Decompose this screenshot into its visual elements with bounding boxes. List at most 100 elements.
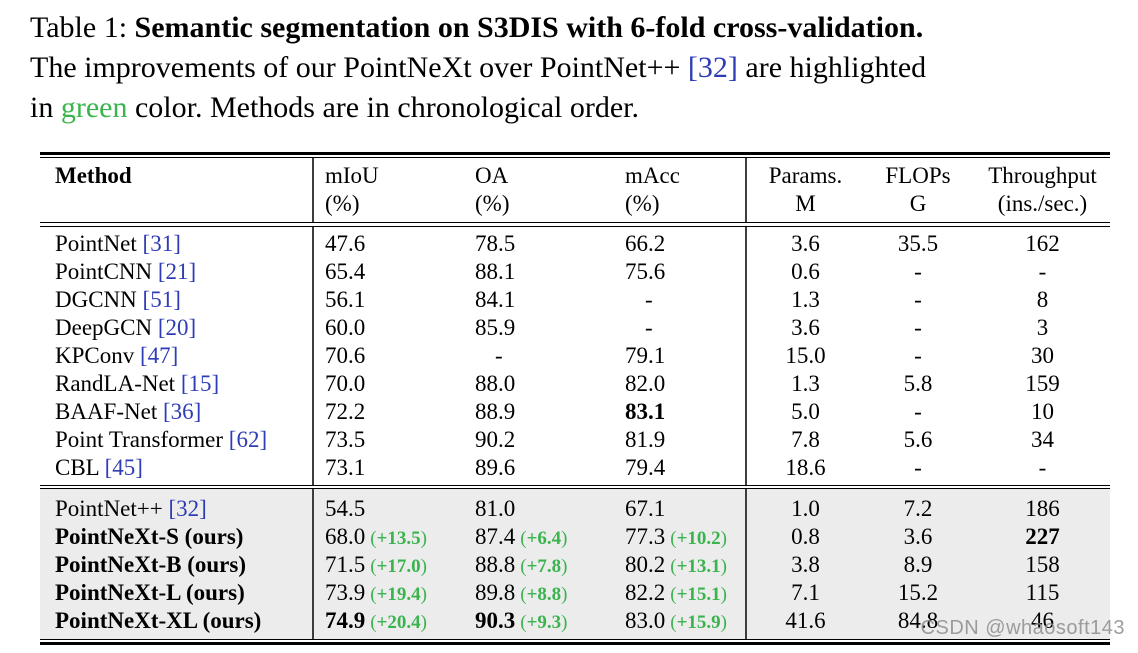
- metric-value: -: [1038, 454, 1047, 480]
- cell-macc: 82.2 (+15.1): [625, 579, 743, 607]
- citation-ref: [31]: [142, 230, 181, 256]
- method-name: PointNeXt-S (ours): [55, 524, 244, 549]
- citation-ref: [36]: [162, 398, 202, 424]
- metric-value: 84.1: [475, 286, 516, 312]
- improvement-delta: (+13.1): [670, 556, 727, 577]
- cell-flops: -: [868, 398, 968, 426]
- cell-method: PointNeXt-L (ours): [55, 579, 310, 607]
- metric-value: 88.0: [475, 370, 516, 396]
- cell-miou: 72.2: [325, 398, 465, 426]
- cell-oa: 81.0: [475, 495, 615, 523]
- method-name: RandLA-Net: [55, 370, 176, 396]
- caption-text: The improvements of our PointNeXt over P…: [30, 51, 688, 84]
- cell-flops: -: [868, 314, 968, 342]
- metric-value: 34: [1031, 426, 1054, 452]
- caption-line-3: in green color. Methods are in chronolog…: [30, 88, 926, 128]
- table-row: PointNeXt-B (ours) 71.5 (+17.0) 88.8 (+7.8) 8…: [40, 551, 1110, 579]
- metric-value: 10: [1031, 398, 1054, 424]
- cell-macc: 67.1: [625, 495, 743, 523]
- cell-miou: 60.0: [325, 314, 465, 342]
- metric-value: 35.5: [897, 230, 939, 256]
- metric-value: 159: [1025, 370, 1060, 396]
- table-header: Method mIoU OA mAcc Params. FLOPs Throughput (…: [40, 158, 1110, 222]
- delta-value: +15.1: [676, 584, 721, 605]
- column-divider: [745, 226, 747, 485]
- cell-params: 3.6: [748, 314, 863, 342]
- paren: (: [670, 584, 677, 605]
- method-name: PointCNN: [55, 258, 153, 284]
- cell-method: PointNet [31]: [55, 230, 310, 258]
- cell-flops: 5.6: [868, 426, 968, 454]
- metric-value: 67.1: [625, 496, 666, 521]
- paren: (: [670, 612, 677, 633]
- metric-value: 5.0: [791, 398, 820, 424]
- cell-throughput: -: [975, 454, 1110, 482]
- table-section-prior-methods: PointNet [31] 47.6 78.5 66.2 3.6 35.5 162 Point…: [40, 226, 1110, 485]
- table-section-pointnext-ours: PointNet++ [32] 54.5 81.0 67.1 1.0 7.2 186 Poin…: [40, 489, 1110, 639]
- metric-value: 41.6: [785, 608, 826, 633]
- metric-value: 81.0: [475, 496, 516, 521]
- metric-value: -: [914, 314, 922, 340]
- cell-throughput: 46: [975, 607, 1110, 635]
- cell-miou: 71.5 (+17.0): [325, 551, 465, 579]
- column-unit-throughput: (ins./sec.): [997, 191, 1088, 216]
- method-name: PointNeXt-XL (ours): [55, 608, 262, 633]
- caption-line-2: The improvements of our PointNeXt over P…: [30, 48, 926, 88]
- metric-value: 56.1: [325, 286, 366, 312]
- metric-value: 7.1: [791, 580, 820, 605]
- cell-params: 7.1: [748, 579, 863, 607]
- header-label-row: Method mIoU OA mAcc Params. FLOPs Throughput: [40, 162, 1110, 190]
- paren: ): [720, 612, 727, 633]
- metric-value: 3.6: [791, 314, 820, 340]
- delta-value: +7.8: [526, 556, 562, 577]
- paren: (: [520, 584, 527, 605]
- metric-value: 90.3: [475, 608, 516, 633]
- metric-value: 30: [1031, 342, 1054, 368]
- cell-throughput: 30: [975, 342, 1110, 370]
- delta-value: +9.3: [526, 612, 562, 633]
- delta-value: +19.4: [376, 584, 421, 605]
- table-row: DeepGCN [20] 60.0 85.9 - 3.6 - 3: [40, 314, 1110, 342]
- metric-value: 88.8: [475, 552, 516, 577]
- table-top-rule: [40, 152, 1110, 158]
- cell-flops: 8.9: [868, 551, 968, 579]
- metric-value: 5.6: [903, 426, 933, 452]
- delta-value: +17.0: [376, 556, 421, 577]
- improvement-delta: (+8.8): [520, 584, 567, 605]
- table-row: PointNeXt-XL (ours) 74.9 (+20.4) 90.3 (+9.3)…: [40, 607, 1110, 635]
- cell-macc: 82.0: [625, 370, 743, 398]
- cell-macc: 80.2 (+13.1): [625, 551, 743, 579]
- cell-oa: -: [475, 342, 615, 370]
- cell-method: PointNet++ [32]: [55, 495, 310, 523]
- metric-value: 162: [1025, 230, 1060, 256]
- metric-value: 54.5: [325, 496, 366, 521]
- metric-value: 73.1: [325, 454, 366, 480]
- paren: ): [420, 584, 427, 605]
- cell-throughput: -: [975, 258, 1110, 286]
- results-table: Method mIoU OA mAcc Params. FLOPs Throughput (…: [40, 152, 1110, 645]
- cell-throughput: 158: [975, 551, 1110, 579]
- cell-macc: 81.9: [625, 426, 743, 454]
- metric-value: 74.9: [325, 608, 366, 633]
- metric-value: 81.9: [625, 426, 666, 452]
- cell-flops: 35.5: [868, 230, 968, 258]
- paren: ): [720, 556, 727, 577]
- table-caption: Table 1: Semantic segmentation on S3DIS …: [30, 8, 926, 128]
- metric-value: 83.0: [625, 608, 666, 633]
- column-unit-macc: (%): [625, 191, 660, 216]
- metric-value: 15.2: [897, 580, 939, 605]
- header-unit-row: (%) (%) (%) M G (ins./sec.): [40, 190, 1110, 218]
- cell-oa: 84.1: [475, 286, 615, 314]
- cell-miou: 47.6: [325, 230, 465, 258]
- metric-value: 65.4: [325, 258, 366, 284]
- cell-macc: 77.3 (+10.2): [625, 523, 743, 551]
- method-name: CBL: [55, 454, 99, 480]
- csdn-watermark: CSDN @whaosoft143: [920, 617, 1125, 639]
- metric-value: 82.2: [625, 580, 666, 605]
- metric-value: 73.9: [325, 580, 366, 605]
- cell-throughput: 186: [975, 495, 1110, 523]
- caption-text: green: [60, 91, 128, 124]
- cell-flops: 3.6: [868, 523, 968, 551]
- cell-method: Point Transformer [62]: [55, 426, 310, 454]
